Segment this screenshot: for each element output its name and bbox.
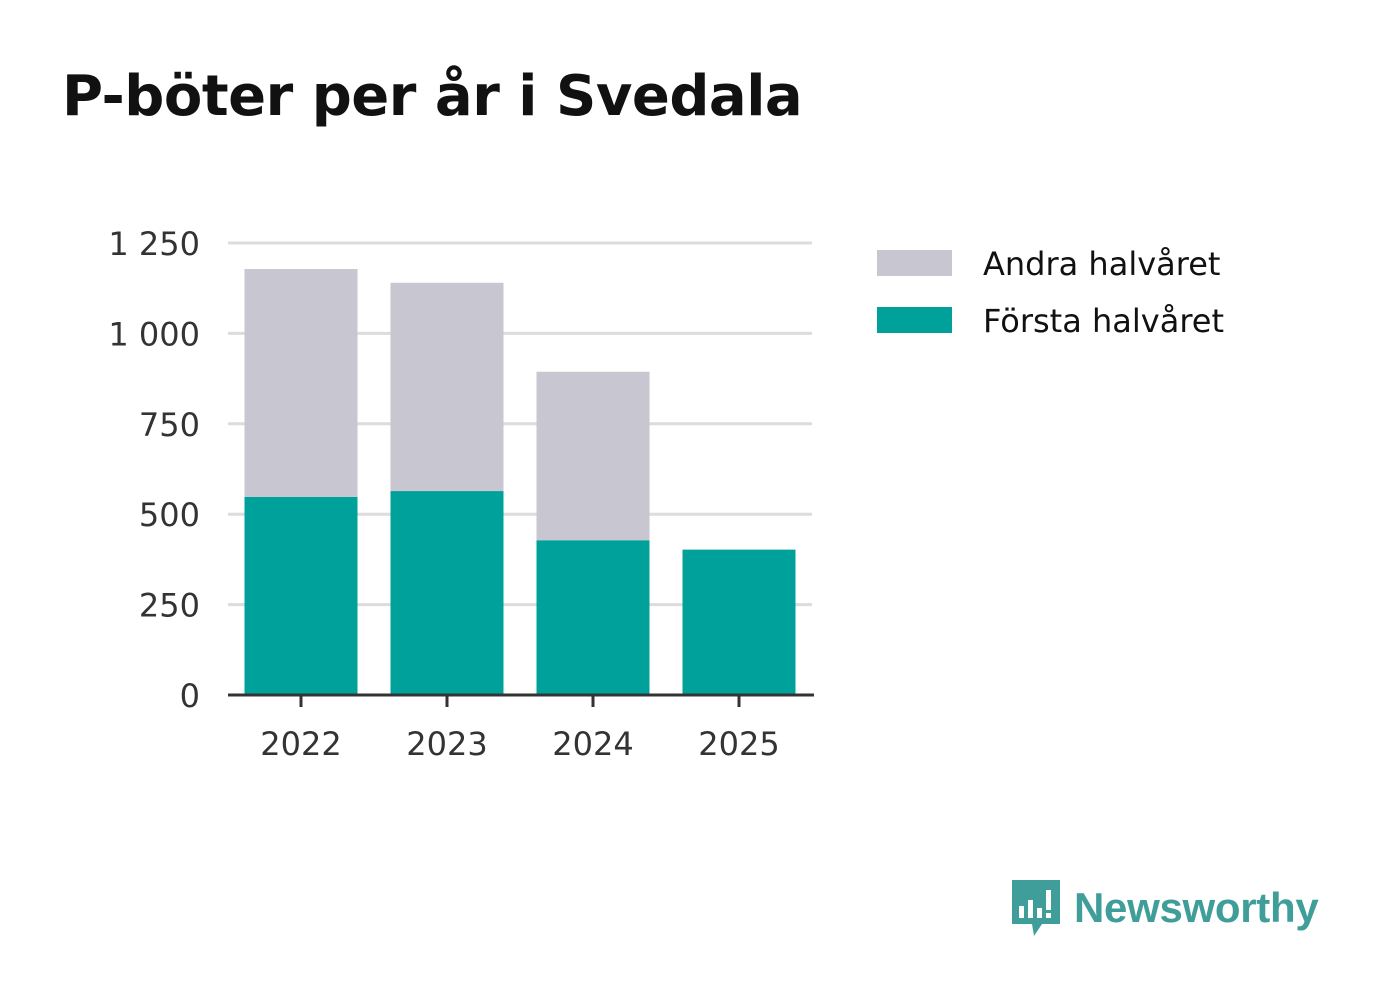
- legend-swatch: [877, 250, 952, 276]
- bar-andra-2023: [390, 282, 504, 492]
- x-tick-label: 2024: [552, 725, 633, 763]
- bar-forsta-2022: [244, 496, 358, 695]
- legend-swatch: [877, 307, 952, 333]
- bar-forsta-2025: [682, 549, 796, 695]
- x-tick-label: 2023: [406, 725, 487, 763]
- chart-title: P-böter per år i Svedala: [62, 64, 803, 129]
- x-tick-label: 2025: [698, 725, 779, 763]
- bar-andra-2022: [244, 269, 358, 497]
- brand-name: Newsworthy: [1074, 884, 1319, 931]
- newsworthy-logo-icon: [1012, 880, 1060, 936]
- bar-forsta-2023: [390, 491, 504, 695]
- y-tick-label: 250: [139, 587, 200, 625]
- x-tick-label: 2022: [260, 725, 341, 763]
- brand-logo: Newsworthy: [1010, 878, 1319, 938]
- y-tick-label: 1 250: [108, 225, 200, 263]
- legend-label: Andra halvåret: [983, 245, 1220, 283]
- bar-andra-2024: [536, 371, 650, 541]
- y-tick-label: 0: [180, 677, 200, 715]
- y-tick-label: 500: [139, 496, 200, 534]
- legend-label: Första halvåret: [983, 302, 1224, 340]
- bar-forsta-2024: [536, 540, 650, 695]
- y-tick-label: 1 000: [108, 315, 200, 353]
- y-tick-label: 750: [139, 406, 200, 444]
